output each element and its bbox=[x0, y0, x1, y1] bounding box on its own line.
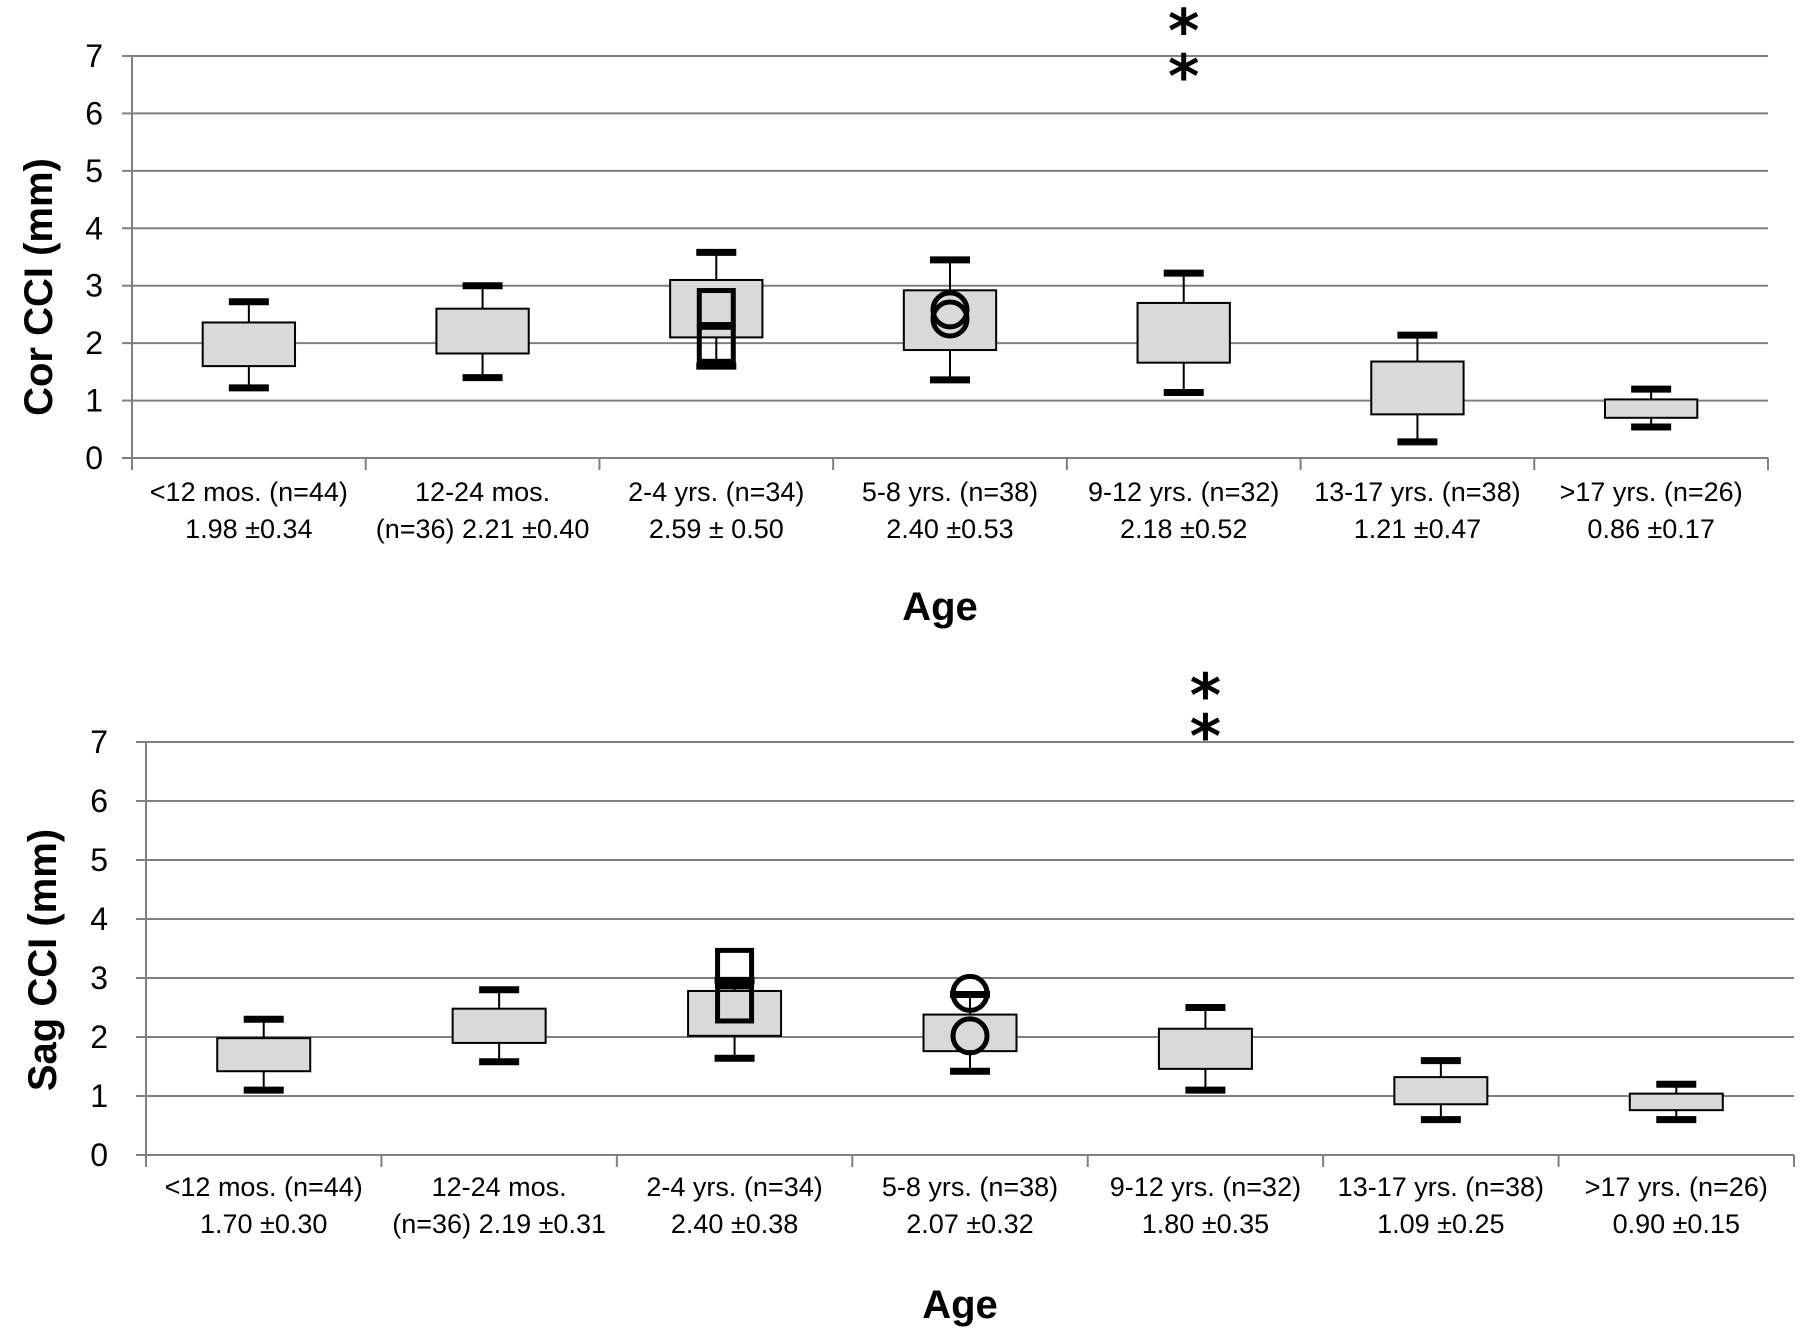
category-label: 5-8 yrs. (n=38) bbox=[882, 1172, 1058, 1202]
outlier-square bbox=[715, 984, 755, 1024]
category-label: 12-24 mos. bbox=[432, 1172, 567, 1202]
iqr-box bbox=[1393, 1076, 1489, 1106]
category-stats-label: 1.98 ±0.34 bbox=[185, 514, 312, 544]
category-label: >17 yrs. (n=26) bbox=[1585, 1172, 1768, 1202]
box-group-2: 2-4 yrs. (n=34) 2.40 ±0.38 bbox=[646, 947, 823, 1239]
box-group-6: >17 yrs. (n=26) 0.86 ±0.17 bbox=[1560, 385, 1743, 544]
category-stats-label: 2.40 ±0.38 bbox=[671, 1209, 798, 1239]
y-tick-label: 0 bbox=[85, 440, 103, 476]
y-tick-label: 6 bbox=[90, 783, 108, 819]
box-group-4: ** 9-12 yrs. (n=32) 2.18 ±0.52 bbox=[1088, 0, 1279, 544]
y-tick-label: 7 bbox=[85, 38, 103, 74]
y-tick-label: 7 bbox=[90, 724, 108, 760]
category-label: 2-4 yrs. (n=34) bbox=[628, 477, 804, 507]
y-tick-label: 3 bbox=[90, 960, 108, 996]
outlier-asterisk: * bbox=[1190, 702, 1221, 772]
category-stats-label: 2.40 ±0.53 bbox=[886, 514, 1013, 544]
iqr-box bbox=[687, 989, 783, 1037]
iqr-box bbox=[201, 321, 297, 368]
y-tick-label: 3 bbox=[85, 268, 103, 304]
outlier-asterisk: * bbox=[1168, 0, 1199, 66]
outlier-asterisk: * bbox=[1168, 42, 1199, 112]
category-label: 9-12 yrs. (n=32) bbox=[1110, 1172, 1301, 1202]
y-tick-label: 4 bbox=[85, 210, 103, 246]
y-tick-label: 1 bbox=[85, 383, 103, 419]
box-group-1: 12-24 mos. (n=36) 2.21 ±0.40 bbox=[376, 282, 590, 544]
iqr-box bbox=[435, 307, 530, 355]
iqr-box bbox=[902, 289, 998, 352]
box-group-3: 5-8 yrs. (n=38) 2.40 ±0.53 bbox=[862, 256, 1038, 544]
category-stats-label: 0.90 ±0.15 bbox=[1613, 1209, 1740, 1239]
y-tick-label: 2 bbox=[85, 325, 103, 361]
y-tick-label: 0 bbox=[90, 1137, 108, 1173]
category-stats-label: (n=36) 2.21 ±0.40 bbox=[376, 514, 590, 544]
iqr-box bbox=[216, 1037, 312, 1073]
x-axis-label: Age bbox=[902, 585, 978, 629]
iqr-box bbox=[1136, 301, 1231, 364]
category-label: 13-17 yrs. (n=38) bbox=[1314, 477, 1520, 507]
category-label: 12-24 mos. bbox=[415, 477, 550, 507]
y-tick-label: 5 bbox=[90, 842, 108, 878]
category-stats-label: 0.86 ±0.17 bbox=[1587, 514, 1714, 544]
sag-cci-chart: 0 1 2 3 4 5 6 7 Sag CCI (mm) Age <12 mos. (n=44) 1.… bbox=[21, 661, 1795, 1327]
iqr-box bbox=[1628, 1092, 1724, 1112]
box-group-5: 13-17 yrs. (n=38) 1.09 ±0.25 bbox=[1338, 1057, 1544, 1239]
box-group-0: <12 mos. (n=44) 1.98 ±0.34 bbox=[150, 298, 348, 544]
category-label: 2-4 yrs. (n=34) bbox=[646, 1172, 822, 1202]
outlier-circle bbox=[950, 973, 990, 1013]
iqr-box bbox=[451, 1007, 547, 1044]
outlier-square bbox=[715, 947, 755, 987]
outlier-circle bbox=[950, 1016, 990, 1056]
iqr-box bbox=[1603, 398, 1699, 419]
category-stats-label: 1.09 ±0.25 bbox=[1377, 1209, 1504, 1239]
category-label: <12 mos. (n=44) bbox=[150, 477, 348, 507]
outlier-square bbox=[696, 288, 736, 328]
category-stats-label: (n=36) 2.19 ±0.31 bbox=[392, 1209, 606, 1239]
category-stats-label: 2.59 ± 0.50 bbox=[649, 514, 784, 544]
y-tick-label: 2 bbox=[90, 1019, 108, 1055]
box-group-5: 13-17 yrs. (n=38) 1.21 ±0.47 bbox=[1314, 331, 1521, 544]
category-stats-label: 2.07 ±0.32 bbox=[906, 1209, 1033, 1239]
box-group-0: <12 mos. (n=44) 1.70 ±0.30 bbox=[165, 1015, 363, 1239]
box-group-4: ** 9-12 yrs. (n=32) 1.80 ±0.35 bbox=[1110, 661, 1301, 1239]
outlier-asterisk: * bbox=[1190, 661, 1221, 731]
y-axis-label: Cor CCI (mm) bbox=[17, 158, 61, 416]
y-tick-label: 1 bbox=[90, 1078, 108, 1114]
box-group-3: 5-8 yrs. (n=38) 2.07 ±0.32 bbox=[882, 973, 1058, 1239]
category-label: >17 yrs. (n=26) bbox=[1560, 477, 1743, 507]
box-group-1: 12-24 mos. (n=36) 2.19 ±0.31 bbox=[392, 986, 606, 1239]
cor-cci-chart: 0 1 2 3 4 5 6 7 Cor CCI (mm) Age <12 mos. (n=44) 1.… bbox=[17, 0, 1769, 629]
outlier-square bbox=[696, 324, 736, 364]
y-tick-label: 4 bbox=[90, 901, 108, 937]
box-group-6: >17 yrs. (n=26) 0.90 ±0.15 bbox=[1585, 1080, 1768, 1239]
category-stats-label: 1.70 ±0.30 bbox=[200, 1209, 327, 1239]
category-label: 13-17 yrs. (n=38) bbox=[1338, 1172, 1544, 1202]
y-tick-label: 5 bbox=[85, 153, 103, 189]
outlier-circle bbox=[930, 299, 970, 339]
category-stats-label: 1.80 ±0.35 bbox=[1142, 1209, 1269, 1239]
category-stats-label: 2.18 ±0.52 bbox=[1120, 514, 1247, 544]
box-group-2: 2-4 yrs. (n=34) 2.59 ± 0.50 bbox=[628, 248, 804, 544]
category-label: 9-12 yrs. (n=32) bbox=[1088, 477, 1279, 507]
y-tick-label: 6 bbox=[85, 95, 103, 131]
category-label: <12 mos. (n=44) bbox=[165, 1172, 363, 1202]
iqr-box bbox=[1370, 360, 1465, 416]
category-label: 5-8 yrs. (n=38) bbox=[862, 477, 1038, 507]
x-axis-label: Age bbox=[922, 1283, 998, 1327]
category-stats-label: 1.21 ±0.47 bbox=[1354, 514, 1481, 544]
y-axis-label: Sag CCI (mm) bbox=[21, 829, 65, 1091]
iqr-box bbox=[1157, 1027, 1253, 1070]
